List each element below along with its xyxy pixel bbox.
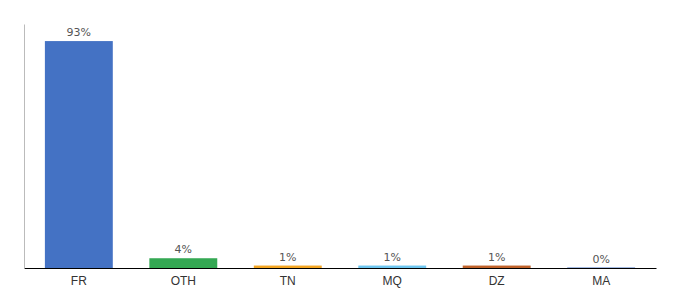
x-tick-label: MQ	[383, 274, 402, 288]
data-label: 0%	[592, 253, 609, 266]
x-tick-label: OTH	[171, 274, 196, 288]
x-tick: MQ	[383, 274, 402, 288]
data-label: 1%	[384, 251, 401, 264]
bar	[45, 41, 113, 268]
x-tick-label: TN	[280, 274, 296, 288]
bar	[254, 266, 322, 268]
plot: FR OTH TN MQ DZ MA 93% 4% 1% 1% 1% 0%	[25, 25, 657, 288]
y-axis-line	[24, 25, 25, 269]
x-tick: FR	[71, 274, 87, 288]
bar	[463, 266, 531, 268]
x-tick-label: FR	[71, 274, 87, 288]
bar	[149, 258, 217, 268]
x-tick: OTH	[171, 274, 196, 288]
x-tick: DZ	[489, 274, 505, 288]
x-axis-line	[25, 268, 657, 269]
bars	[45, 41, 635, 268]
y-axis	[24, 25, 25, 269]
x-tick-label: MA	[592, 274, 610, 288]
bar	[567, 267, 635, 268]
chart-svg: FR OTH TN MQ DZ MA 93% 4% 1% 1% 1% 0%	[0, 0, 680, 300]
data-labels: 93% 4% 1% 1% 1% 0%	[67, 26, 610, 265]
x-axis: FR OTH TN MQ DZ MA	[25, 269, 657, 288]
x-tick: TN	[280, 274, 296, 288]
bar	[358, 266, 426, 268]
data-label: 1%	[488, 251, 505, 264]
x-tick: MA	[592, 274, 610, 288]
chart-container: FR OTH TN MQ DZ MA 93% 4% 1% 1% 1% 0%	[0, 0, 680, 300]
x-tick-label: DZ	[489, 274, 505, 288]
data-label: 4%	[175, 243, 192, 256]
data-label: 93%	[67, 26, 91, 39]
data-label: 1%	[279, 251, 296, 264]
